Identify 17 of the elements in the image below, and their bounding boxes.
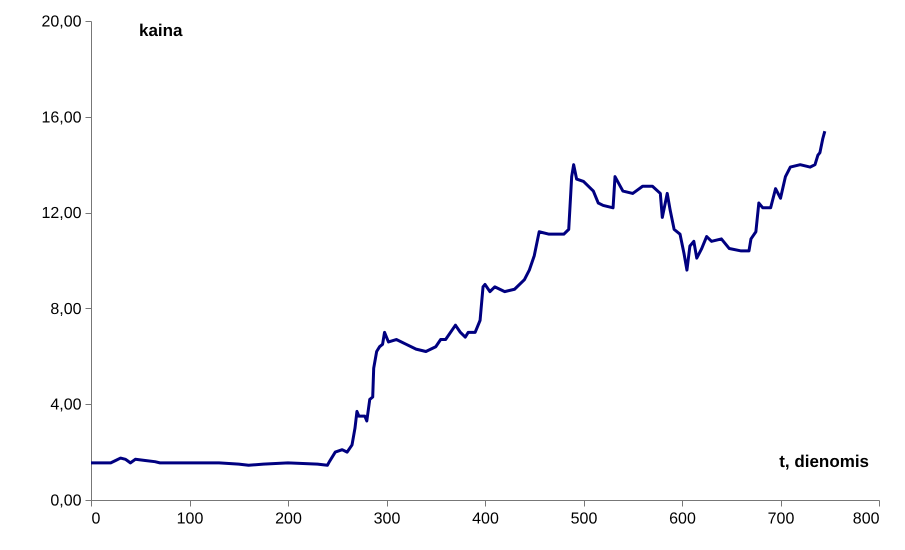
y-axis-title: kaina	[139, 21, 184, 40]
y-tick-label: 16,00	[41, 109, 82, 126]
x-tick-label: 200	[275, 510, 302, 528]
x-tick-label: 600	[669, 510, 696, 528]
x-tick-label: 800	[852, 510, 880, 528]
x-tick-label: 100	[176, 510, 204, 528]
y-tick-label: 4,00	[50, 396, 82, 414]
x-tick-label: 300	[374, 510, 400, 528]
y-tick-label: 20,00	[41, 14, 82, 30]
y-tick-label: 12,00	[41, 205, 82, 222]
x-tick-label: 400	[472, 510, 499, 528]
x-tick-label: 0	[92, 510, 100, 528]
x-tick-label: 500	[570, 510, 598, 528]
y-tick-label: 0,00	[50, 492, 82, 510]
y-tick-label: 8,00	[50, 300, 82, 318]
x-tick-label: 700	[768, 510, 794, 528]
x-axis-title: t, dienomis	[779, 452, 869, 471]
